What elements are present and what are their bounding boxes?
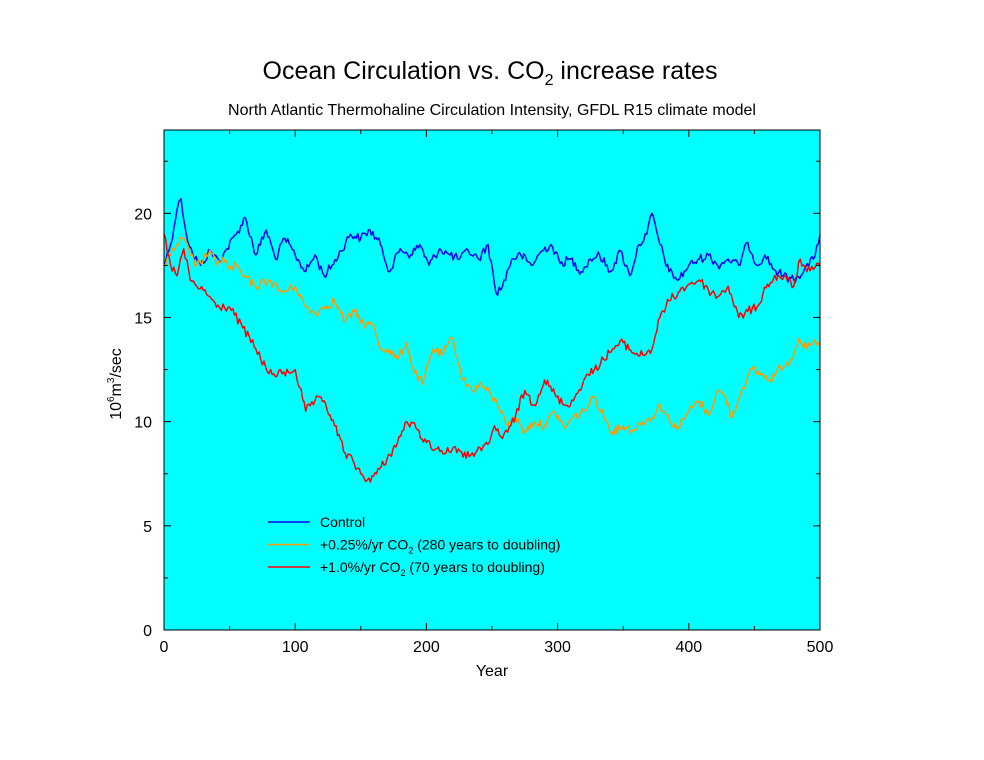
plot-area: [164, 130, 820, 630]
series-line-3: [163, 233, 821, 483]
chart-title: Ocean Circulation vs. CO2 increase rates: [263, 57, 718, 89]
x-tick-label: 100: [282, 639, 309, 656]
legend-label-1: Control: [320, 514, 365, 530]
series-line-2: [163, 236, 821, 436]
chart-subtitle: North Atlantic Thermohaline Circulation …: [228, 102, 756, 119]
x-tick-label: 400: [675, 639, 702, 656]
x-axis-label: Year: [476, 663, 509, 680]
y-tick-label: 5: [143, 519, 152, 536]
x-tick-label: 0: [160, 639, 169, 656]
y-tick-label: 20: [134, 206, 152, 223]
y-axis-label: 106m3/sec: [106, 348, 125, 420]
legend-label-2: +0.25%/yr CO2 (280 years to doubling): [320, 537, 560, 556]
x-tick-label: 500: [807, 639, 834, 656]
legend: Control +0.25%/yr CO2 (280 years to doubl…: [268, 514, 560, 578]
y-tick-label: 10: [134, 415, 152, 432]
x-tick-label: 200: [413, 639, 440, 656]
chart-title-subscript: 2: [545, 72, 554, 89]
series-line-1: [163, 198, 821, 296]
series-layer: [163, 198, 821, 483]
legend-label-3: +1.0%/yr CO2 (70 years to doubling): [320, 559, 545, 578]
y-tick-label: 0: [143, 623, 152, 640]
y-tick-label: 15: [134, 311, 152, 328]
ticks-layer: [163, 130, 821, 631]
labels-layer: 0 100 200 300 400 500 0 5 10 15 20: [134, 206, 833, 656]
x-tick-label: 300: [544, 639, 571, 656]
